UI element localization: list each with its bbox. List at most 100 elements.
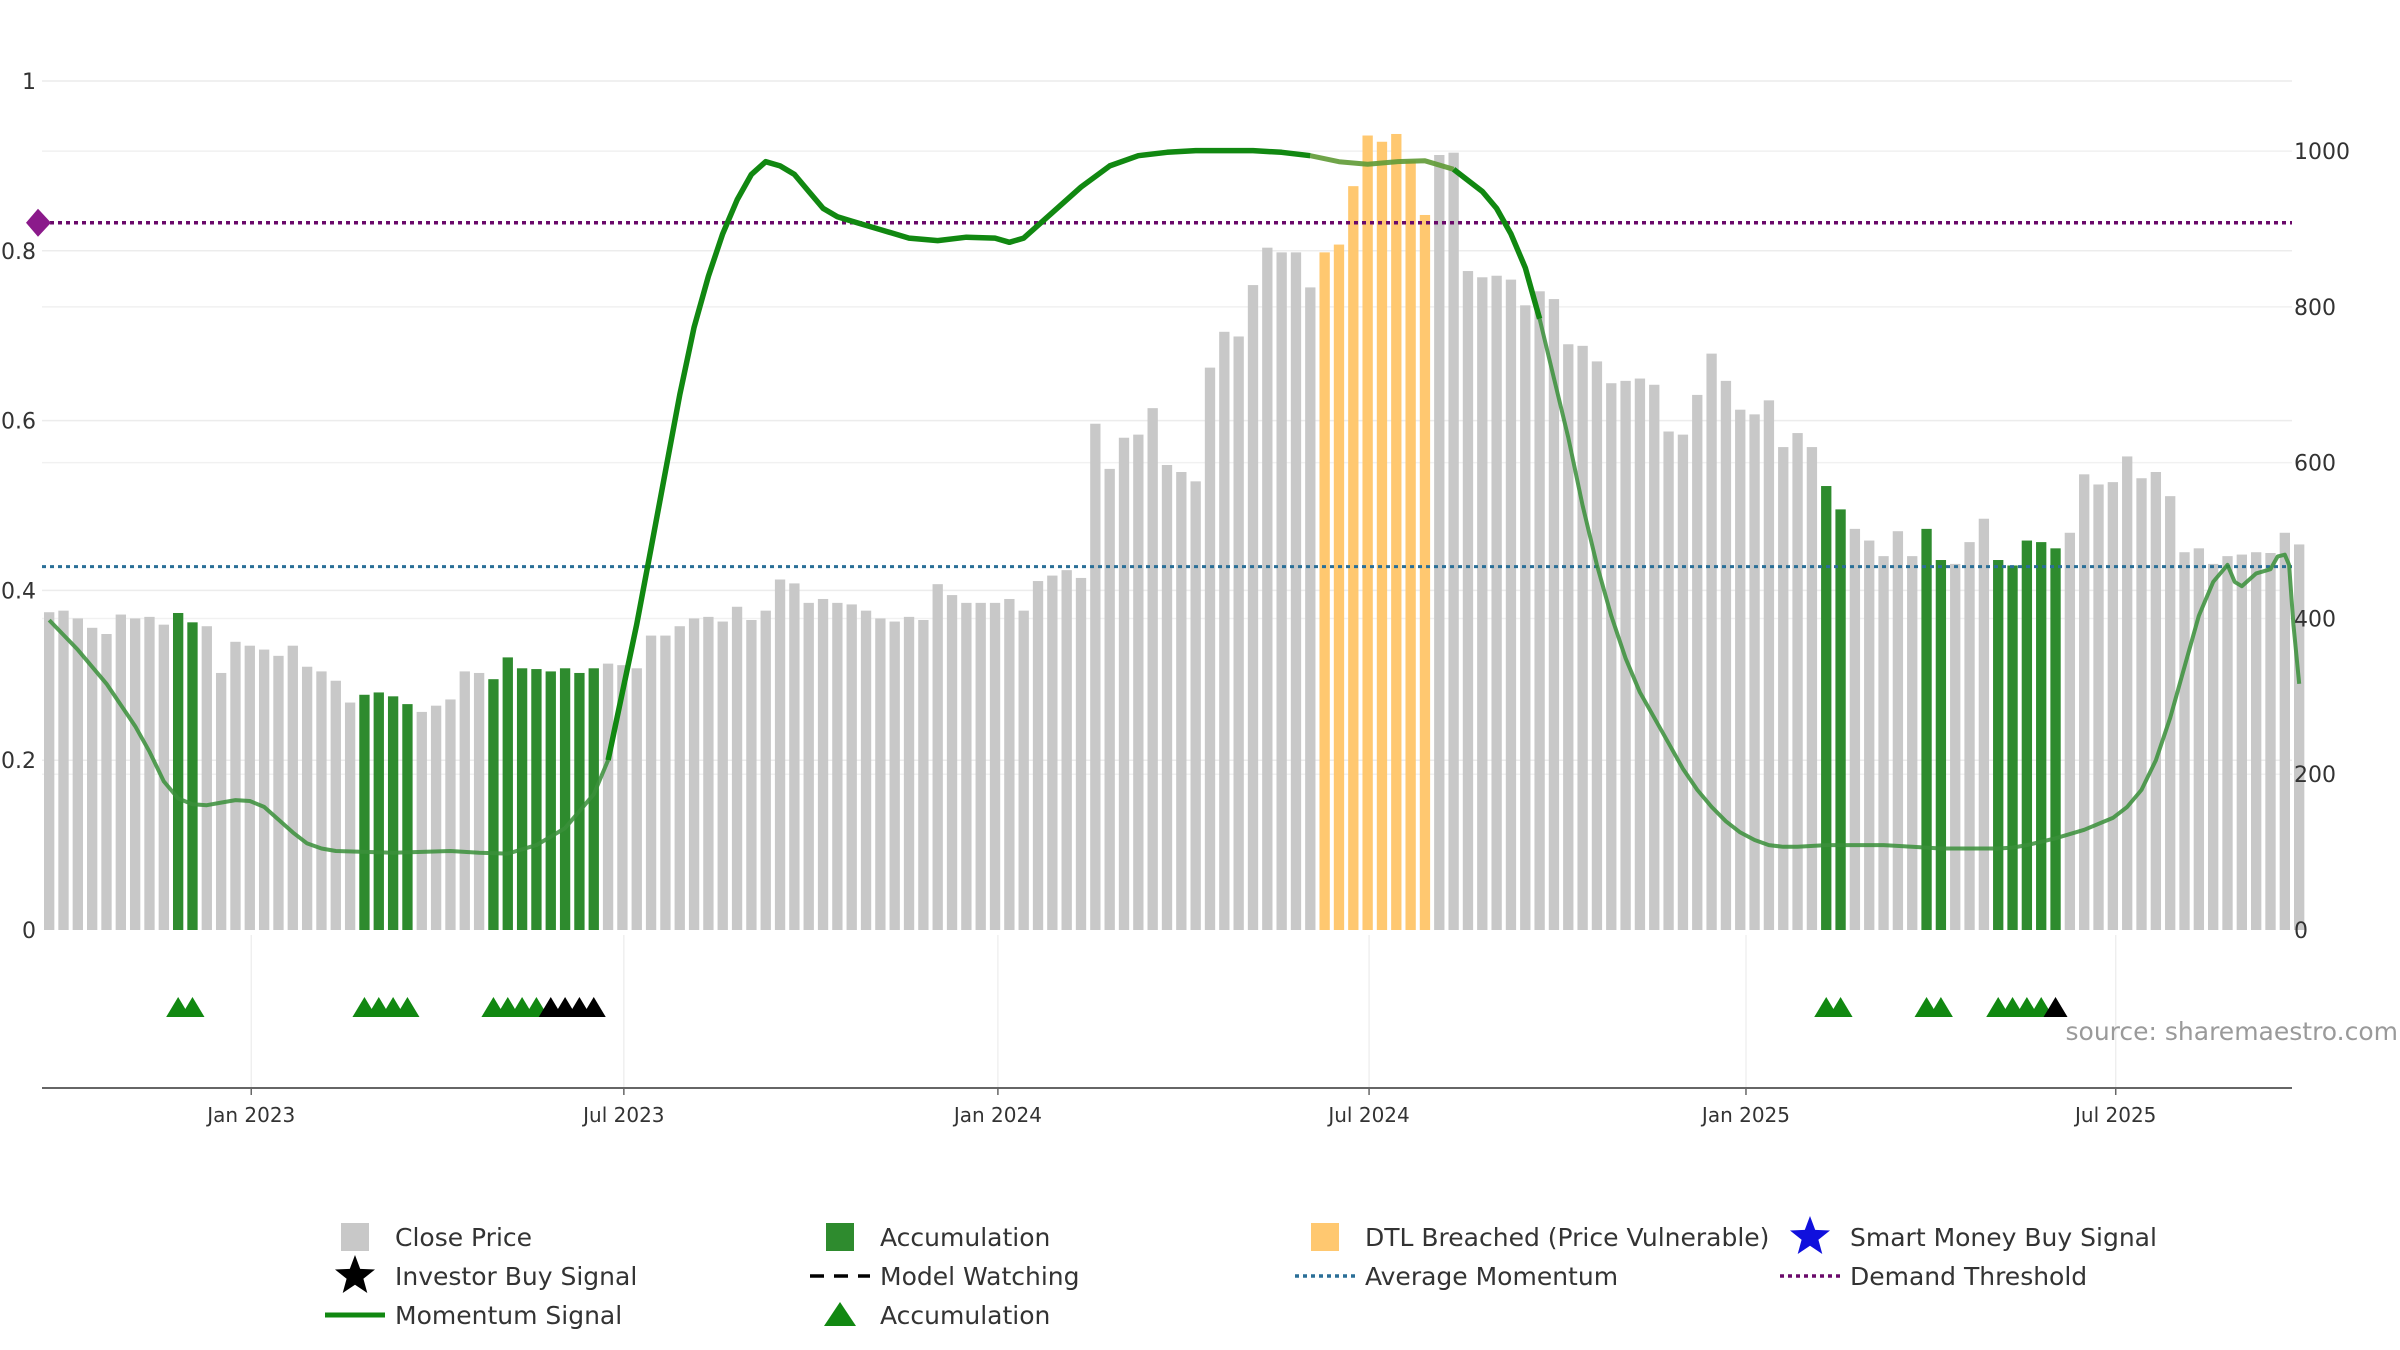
bar-close-price [918, 620, 929, 930]
bar-close-price [1720, 380, 1732, 930]
bar-close-price [2236, 554, 2247, 930]
bar-dtl-breached [1391, 133, 1402, 931]
bar-close-price [1849, 528, 1861, 930]
bar-close-price [1806, 447, 1818, 930]
bar-close-price [760, 610, 771, 930]
bar-close-price [674, 626, 685, 930]
bar-close-price [2150, 472, 2162, 930]
left-tick-label: 0.8 [1, 240, 36, 265]
bar-close-price [316, 671, 327, 930]
accumulation-marker [1928, 997, 1953, 1017]
bar-close-price [1219, 331, 1230, 930]
bar-close-price [889, 621, 900, 930]
momentum-signal-line-dtl [1309, 153, 1455, 172]
bar-accumulation [1835, 509, 1846, 930]
bar-close-price [2107, 482, 2119, 930]
x-tick-label: Jan 2023 [205, 1103, 295, 1127]
bar-close-price [1978, 518, 1990, 930]
bar-close-price [1907, 556, 1918, 930]
x-tick-label: Jul 2024 [1326, 1103, 1409, 1127]
accumulation-marker [1828, 997, 1853, 1017]
left-tick-label: 0.2 [1, 749, 36, 774]
right-tick-label: 1000 [2294, 140, 2350, 165]
bar-close-price [1763, 400, 1775, 931]
bar-close-price [2222, 556, 2233, 930]
legend-item: DTL Breached (Price Vulnerable) [1311, 1223, 1769, 1252]
bar-close-price [1663, 431, 1674, 930]
bar-close-price [129, 618, 141, 930]
x-tick-label: Jan 2025 [1700, 1103, 1790, 1127]
accumulation-marker [395, 997, 420, 1017]
bar-close-price [1634, 378, 1646, 930]
momentum-signal-line-faded-right [1537, 318, 2302, 851]
bar-close-price [1606, 383, 1617, 931]
bar-close-price [1964, 542, 1975, 930]
bar-close-price [1075, 577, 1087, 930]
bar-accumulation [545, 671, 556, 930]
right-tick-label: 800 [2294, 296, 2336, 321]
bar-accumulation [516, 668, 528, 930]
momentum-signal-line-faded-left [47, 618, 610, 856]
bar-close-price [1462, 271, 1474, 930]
bar-close-price [803, 602, 814, 930]
bar-accumulation [1921, 528, 1932, 930]
bar-close-price [1534, 291, 1545, 930]
bar-accumulation [588, 668, 599, 930]
legend-item: Average Momentum [1295, 1262, 1618, 1291]
legend-square-icon [1311, 1223, 1339, 1251]
x-tick-label: Jan 2024 [952, 1103, 1042, 1127]
bar-close-price [1649, 384, 1660, 930]
bar-close-price [1233, 336, 1244, 931]
momentum-lines [47, 147, 2302, 856]
source-label: source: sharemaestro.com [2066, 1017, 2399, 1046]
bar-close-price [1147, 408, 1158, 930]
bar-close-price [1305, 287, 1316, 930]
bar-dtl-breached [1362, 135, 1373, 930]
bar-close-price [1061, 570, 1072, 930]
bar-close-price [2136, 478, 2147, 930]
bar-dtl-breached [1319, 252, 1330, 931]
bar-accumulation [187, 622, 198, 930]
legend-item: Demand Threshold [1780, 1262, 2087, 1291]
bar-close-price [1577, 345, 1588, 931]
legend-item: Close Price [341, 1223, 532, 1252]
bar-close-price [72, 618, 83, 930]
bar-close-price [2279, 532, 2290, 930]
legend-label: Accumulation [880, 1223, 1050, 1252]
bar-close-price [1133, 434, 1144, 930]
bar-close-price [1892, 531, 1904, 930]
bar-close-price [230, 641, 241, 930]
bar-accumulation [2050, 548, 2061, 930]
bar-close-price [344, 702, 356, 930]
investor-buy-marker [2043, 997, 2068, 1017]
bar-close-price [1190, 481, 1201, 930]
investor-buy-marker [581, 997, 606, 1017]
bar-close-price [1118, 437, 1130, 930]
bar-close-price [789, 583, 800, 930]
bar-close-price [946, 595, 958, 930]
bar-accumulation [1993, 560, 2004, 930]
bar-close-price [1735, 409, 1746, 930]
bar-dtl-breached [1405, 160, 1416, 930]
bar-close-price [44, 612, 55, 930]
bar-close-price [1176, 472, 1187, 930]
bar-close-price [2251, 552, 2262, 930]
bar-close-price [1047, 575, 1058, 930]
bar-close-price [115, 614, 126, 930]
bar-close-price [273, 655, 284, 930]
bar-close-price [1161, 465, 1173, 930]
right-tick-label: 400 [2294, 607, 2336, 632]
bar-close-price [1950, 563, 1961, 930]
legend-item: Investor Buy Signal [335, 1255, 637, 1293]
bar-close-price [459, 671, 470, 930]
bar-close-price [1749, 414, 1760, 930]
bar-close-price [1104, 468, 1115, 930]
bar-close-price [1878, 556, 1889, 930]
legend-item: Momentum Signal [325, 1301, 622, 1330]
bar-close-price [903, 616, 915, 930]
bar-close-price [473, 672, 485, 930]
bar-close-price [875, 618, 886, 930]
bar-accumulation [1821, 486, 1832, 930]
bar-close-price [1247, 285, 1259, 930]
